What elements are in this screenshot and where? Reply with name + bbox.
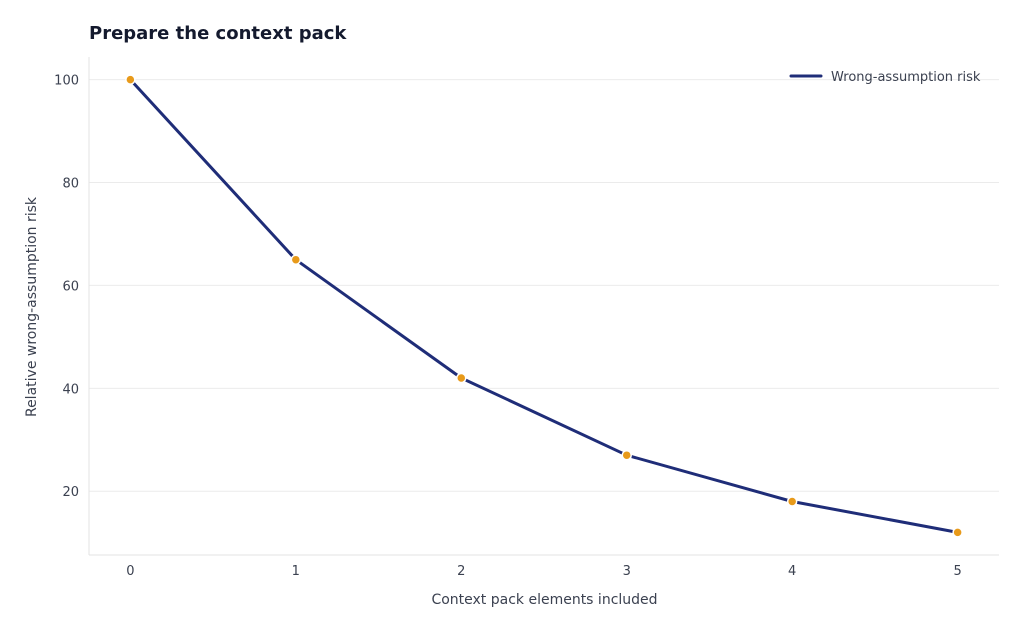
x-tick-labels: 0 1 2 3 4 5: [126, 564, 962, 579]
legend-label: Wrong-assumption risk: [831, 70, 981, 85]
data-point: [125, 74, 136, 85]
x-axis-label: Context pack elements included: [431, 592, 657, 608]
y-axis-label: Relative wrong-assumption risk: [24, 196, 40, 417]
x-tick-label: 3: [623, 564, 631, 579]
data-point: [786, 496, 798, 507]
y-tick-label: 100: [54, 74, 79, 89]
x-tick-label: 1: [292, 564, 300, 579]
x-tick-label: 2: [457, 564, 465, 579]
y-tick-label: 60: [62, 279, 79, 294]
series-line: [128, 78, 960, 534]
y-tick-label: 20: [62, 485, 79, 500]
legend: Wrong-assumption risk: [789, 70, 981, 85]
data-point: [456, 372, 467, 384]
data-point: [290, 254, 302, 265]
y-tick-labels: 20 40 60 80 100: [54, 74, 79, 501]
data-point: [952, 527, 963, 538]
data-points: [125, 74, 963, 538]
gridlines: [89, 79, 999, 492]
y-tick-label: 40: [62, 382, 79, 397]
x-tick-label: 5: [953, 564, 961, 579]
chart-title: Prepare the context pack: [89, 23, 347, 44]
data-point: [621, 449, 632, 461]
axes: [88, 57, 999, 556]
series-layer: [128, 78, 960, 534]
y-tick-label: 80: [62, 177, 79, 192]
x-tick-label: 0: [126, 564, 134, 579]
x-tick-label: 4: [788, 564, 796, 579]
